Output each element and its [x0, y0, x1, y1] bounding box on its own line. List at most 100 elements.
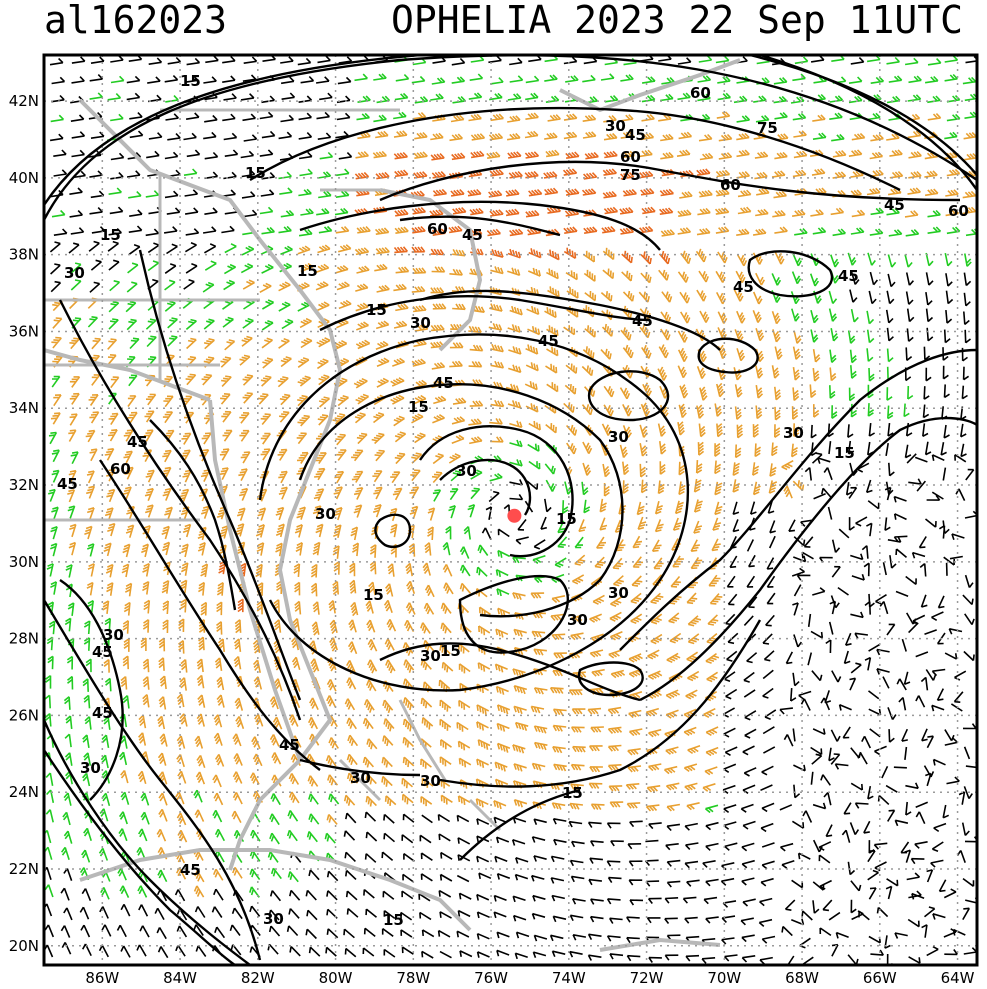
wind-barb — [439, 718, 452, 731]
wind-barb — [851, 574, 865, 581]
wind-barb — [621, 150, 635, 159]
wind-barb — [812, 348, 821, 363]
wind-barb — [496, 872, 511, 880]
wind-barb — [107, 93, 122, 101]
wind-barb — [318, 396, 331, 408]
wind-barb — [166, 243, 178, 255]
wind-barb — [234, 619, 242, 634]
wind-barb — [525, 209, 540, 218]
wind-barb — [963, 311, 970, 326]
wind-barb — [432, 303, 447, 310]
wind-barb — [439, 873, 453, 882]
wind-barb — [297, 394, 309, 407]
wind-barb — [101, 924, 112, 937]
wind-barb — [233, 753, 243, 766]
wind-barb — [496, 704, 511, 715]
contour-band — [759, 55, 977, 191]
wind-barb — [440, 602, 452, 614]
wind-barb — [468, 228, 483, 237]
wind-barb — [821, 487, 833, 499]
wind-barb — [620, 131, 635, 139]
wind-barb — [937, 595, 945, 609]
wind-barb — [762, 669, 774, 680]
wind-barb — [810, 630, 824, 639]
wind-barb — [771, 365, 780, 379]
wind-barb — [223, 171, 237, 180]
wind-barb — [197, 694, 206, 708]
wind-barb — [544, 307, 557, 319]
wind-barb — [431, 171, 446, 179]
wind-barb — [161, 525, 170, 540]
wind-barb — [678, 403, 687, 419]
wind-barb — [47, 655, 54, 670]
wind-barb — [296, 432, 308, 445]
wind-barb — [524, 130, 539, 139]
wind-barb — [920, 676, 929, 691]
wind-barb — [286, 829, 298, 842]
contour-band — [319, 295, 651, 332]
wind-barb — [672, 517, 682, 531]
wind-barb — [512, 744, 526, 754]
wind-barb — [863, 562, 870, 577]
wind-barb — [437, 813, 451, 823]
wind-barb — [905, 291, 914, 305]
wind-barb — [924, 188, 939, 197]
wind-barb — [905, 782, 919, 790]
wind-barb — [120, 904, 131, 917]
wind-barb — [291, 656, 301, 671]
wind-barb — [353, 504, 363, 518]
wind-barb — [896, 678, 907, 691]
wind-barb — [791, 879, 804, 889]
wind-barb — [697, 93, 711, 102]
wind-barb — [476, 721, 489, 731]
wind-barb — [933, 822, 947, 833]
wind-barb — [240, 451, 251, 464]
wind-barb — [335, 264, 349, 274]
wind-barb — [774, 151, 788, 160]
wind-barb — [236, 507, 246, 521]
wind-barb — [405, 602, 416, 615]
wind-barb — [723, 671, 736, 683]
wind-barb — [296, 506, 306, 520]
wind-barb — [670, 575, 681, 588]
wind-barb — [318, 225, 333, 234]
wind-barb — [456, 874, 470, 883]
wind-barb — [431, 228, 447, 236]
wind-barb — [769, 520, 776, 534]
wind-barb — [796, 574, 811, 581]
wind-barb — [256, 542, 265, 556]
wind-barb — [221, 225, 235, 234]
wind-barb — [260, 432, 271, 445]
wind-barb — [356, 432, 368, 445]
wind-barb — [49, 133, 64, 142]
wind-barb — [470, 487, 481, 500]
wind-barb — [255, 563, 263, 578]
wind-barb — [931, 841, 944, 852]
wind-barb — [800, 698, 811, 711]
wind-barb — [603, 385, 615, 398]
wind-barb — [494, 663, 508, 673]
wind-barb — [832, 150, 847, 158]
wind-barb — [374, 449, 386, 462]
wind-barb — [49, 57, 64, 66]
wind-barb — [774, 112, 788, 120]
wind-barb — [203, 338, 215, 350]
contour-band — [258, 333, 690, 692]
wind-barb — [868, 290, 877, 305]
wind-barb — [848, 486, 858, 499]
wind-barb — [641, 344, 652, 359]
wind-barb — [289, 946, 301, 957]
wind-barb — [83, 694, 91, 709]
wind-barb — [137, 770, 147, 785]
wind-barb — [345, 869, 357, 880]
wind-barb — [636, 501, 645, 516]
wind-barb — [242, 113, 256, 122]
wind-barb — [127, 395, 137, 407]
wind-barb — [680, 250, 692, 265]
wind-barb — [101, 734, 110, 749]
wind-barb — [452, 303, 466, 311]
wind-barb — [120, 945, 131, 958]
wind-barb — [665, 689, 681, 700]
wind-barb — [552, 708, 567, 716]
wind-barb — [866, 310, 875, 325]
